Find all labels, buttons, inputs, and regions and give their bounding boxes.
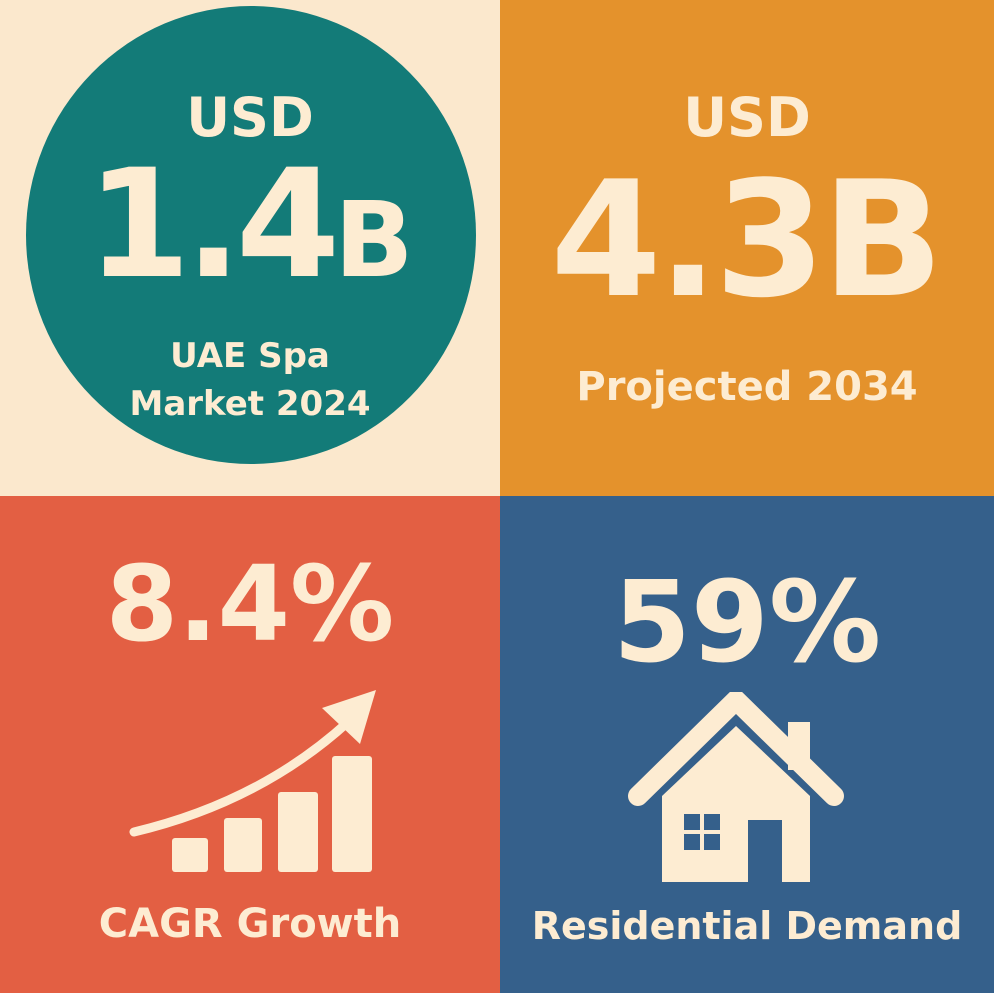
projection-value: 4.3B bbox=[500, 160, 994, 320]
market-size-circle bbox=[26, 6, 476, 464]
projection-label: Projected 2034 bbox=[576, 364, 918, 410]
projection-currency: USD bbox=[683, 86, 811, 149]
market-size-label-line2: Market 2024 bbox=[129, 384, 371, 424]
market-size-value: 1.4B bbox=[0, 150, 500, 300]
projection-tile: USD 4.3B Projected 2034 bbox=[500, 0, 994, 496]
growth-chart-icon bbox=[129, 690, 376, 872]
market-size-label: UAE Spa Market 2024 bbox=[0, 332, 500, 428]
house-icon bbox=[628, 692, 844, 882]
market-size-unit: B bbox=[334, 179, 414, 301]
market-size-label-line1: UAE Spa bbox=[170, 336, 330, 376]
market-size-currency: USD bbox=[186, 86, 314, 149]
residential-label: Residential Demand bbox=[531, 904, 963, 948]
projection-unit: B bbox=[821, 146, 944, 333]
market-size-tile: USD 1.4B UAE Spa Market 2024 bbox=[0, 0, 500, 496]
market-size-number: 1.4 bbox=[86, 138, 340, 312]
residential-value: 59% bbox=[612, 558, 882, 688]
residential-tile: 59% Residential Demand bbox=[500, 496, 994, 993]
cagr-value: 8.4% bbox=[105, 543, 395, 665]
projection-number: 4.3 bbox=[550, 146, 825, 333]
cagr-label: CAGR Growth bbox=[98, 901, 402, 947]
cagr-tile: 8.4% CAGR Growth bbox=[0, 496, 500, 993]
